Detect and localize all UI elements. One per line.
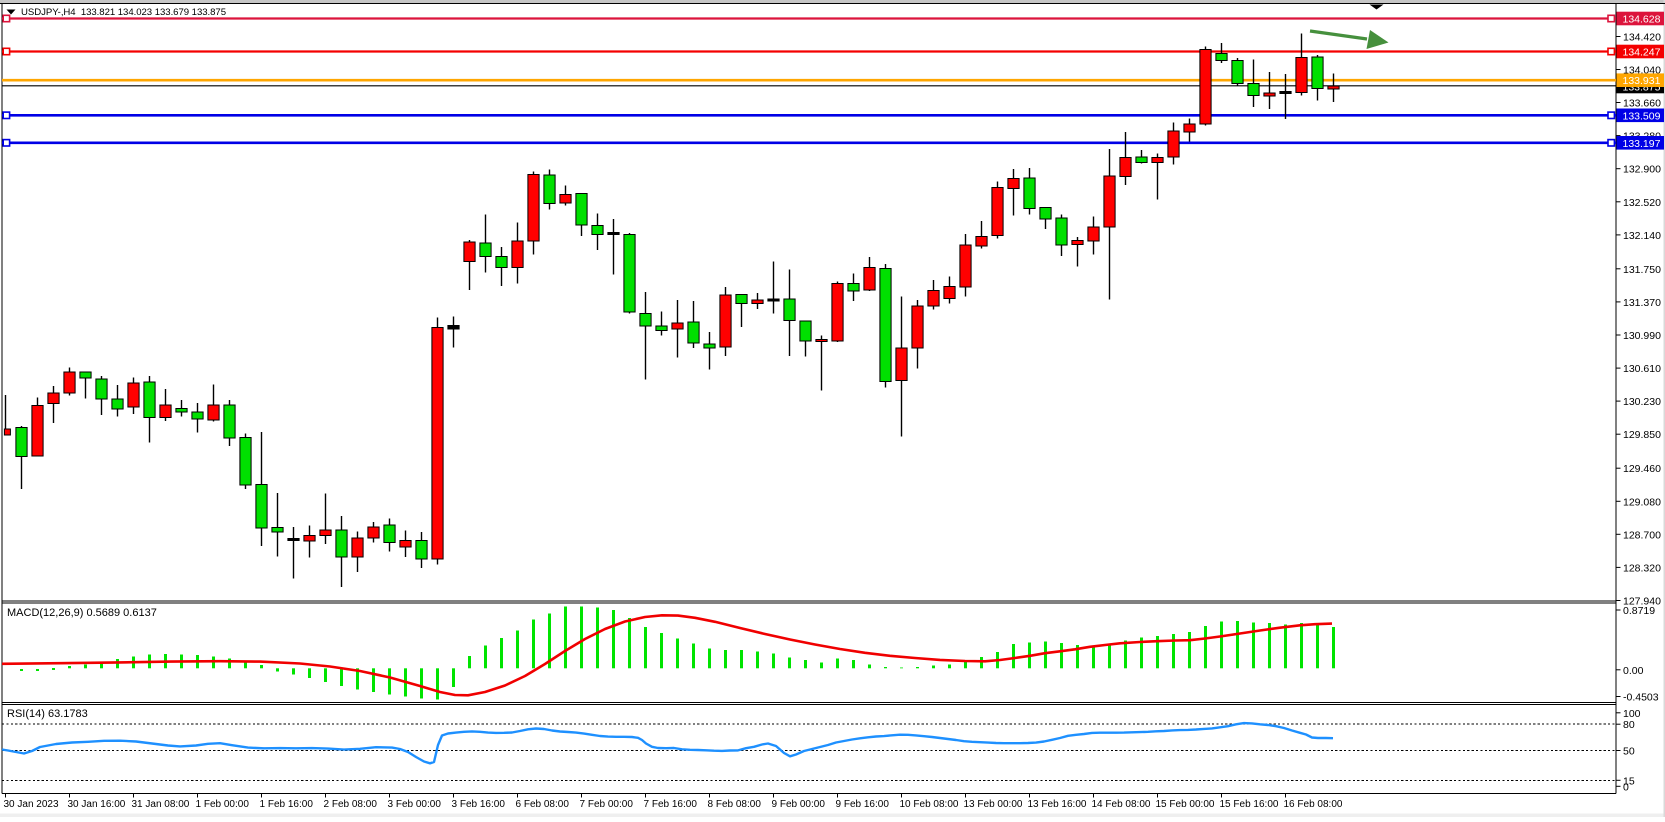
svg-text:132.140: 132.140 — [1623, 230, 1661, 242]
svg-text:30 Jan 2023: 30 Jan 2023 — [4, 799, 59, 810]
svg-text:31 Jan 08:00: 31 Jan 08:00 — [132, 799, 190, 810]
svg-text:7 Feb 00:00: 7 Feb 00:00 — [580, 799, 634, 810]
svg-text:130.990: 130.990 — [1623, 330, 1661, 342]
svg-text:10 Feb 08:00: 10 Feb 08:00 — [900, 799, 959, 810]
svg-text:9 Feb 00:00: 9 Feb 00:00 — [772, 799, 826, 810]
svg-text:3 Feb 00:00: 3 Feb 00:00 — [388, 799, 442, 810]
svg-text:129.850: 129.850 — [1623, 429, 1661, 441]
svg-text:2 Feb 08:00: 2 Feb 08:00 — [324, 799, 378, 810]
svg-text:9 Feb 16:00: 9 Feb 16:00 — [836, 799, 890, 810]
svg-text:1 Feb 00:00: 1 Feb 00:00 — [196, 799, 250, 810]
svg-text:80: 80 — [1623, 719, 1635, 731]
svg-text:128.320: 128.320 — [1623, 562, 1661, 574]
svg-text:129.460: 129.460 — [1623, 463, 1661, 475]
svg-text:6 Feb 08:00: 6 Feb 08:00 — [516, 799, 570, 810]
svg-text:13 Feb 00:00: 13 Feb 00:00 — [964, 799, 1023, 810]
svg-text:134.247: 134.247 — [1623, 47, 1661, 59]
svg-text:130.230: 130.230 — [1623, 396, 1661, 408]
svg-text:30 Jan 16:00: 30 Jan 16:00 — [68, 799, 126, 810]
svg-text:MACD(12,26,9) 0.5689 0.6137: MACD(12,26,9) 0.5689 0.6137 — [7, 607, 157, 619]
svg-text:1 Feb 16:00: 1 Feb 16:00 — [260, 799, 314, 810]
svg-text:15 Feb 00:00: 15 Feb 00:00 — [1156, 799, 1215, 810]
svg-text:133.197: 133.197 — [1623, 138, 1661, 150]
svg-text:13 Feb 16:00: 13 Feb 16:00 — [1028, 799, 1087, 810]
svg-text:129.080: 129.080 — [1623, 496, 1661, 508]
svg-text:15 Feb 16:00: 15 Feb 16:00 — [1220, 799, 1279, 810]
svg-text:0.00: 0.00 — [1623, 665, 1644, 677]
svg-text:131.750: 131.750 — [1623, 264, 1661, 276]
svg-text:133.931: 133.931 — [1623, 75, 1661, 87]
svg-text:3 Feb 16:00: 3 Feb 16:00 — [452, 799, 506, 810]
svg-text:134.628: 134.628 — [1623, 14, 1661, 26]
svg-text:8 Feb 08:00: 8 Feb 08:00 — [708, 799, 762, 810]
svg-text:-0.4503: -0.4503 — [1623, 692, 1659, 704]
svg-text:14 Feb 08:00: 14 Feb 08:00 — [1092, 799, 1151, 810]
svg-text:USDJPY-,H4 133.821 134.023 13: USDJPY-,H4 133.821 134.023 133.679 133.8… — [21, 7, 226, 18]
svg-text:134.420: 134.420 — [1623, 32, 1661, 44]
svg-text:7 Feb 16:00: 7 Feb 16:00 — [644, 799, 698, 810]
svg-text:100: 100 — [1623, 708, 1641, 720]
svg-text:50: 50 — [1623, 746, 1635, 758]
svg-text:0.8719: 0.8719 — [1623, 605, 1655, 617]
svg-text:RSI(14) 63.1783: RSI(14) 63.1783 — [7, 708, 88, 720]
svg-text:132.520: 132.520 — [1623, 197, 1661, 209]
svg-text:131.370: 131.370 — [1623, 297, 1661, 309]
svg-text:133.509: 133.509 — [1623, 110, 1661, 122]
svg-text:128.700: 128.700 — [1623, 529, 1661, 541]
svg-text:0: 0 — [1623, 781, 1629, 793]
svg-text:133.660: 133.660 — [1623, 98, 1661, 110]
svg-text:130.610: 130.610 — [1623, 363, 1661, 375]
svg-text:16 Feb 08:00: 16 Feb 08:00 — [1284, 799, 1343, 810]
svg-text:132.900: 132.900 — [1623, 164, 1661, 176]
